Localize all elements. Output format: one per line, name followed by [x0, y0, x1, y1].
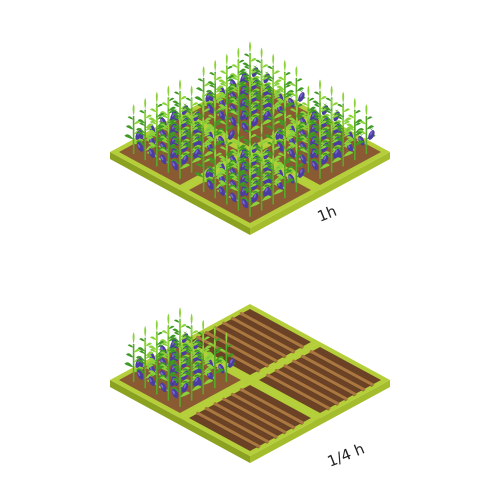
eggplant-plant — [146, 116, 166, 167]
eggplant-plant — [216, 154, 236, 205]
eggplant-plant — [252, 160, 272, 211]
eggplant-plant — [240, 166, 260, 217]
eggplant-plant — [322, 122, 342, 173]
eggplant-plant — [228, 160, 248, 211]
eggplant-plant — [158, 122, 178, 173]
eggplant-plant — [136, 338, 156, 389]
eggplant-plant — [158, 350, 178, 401]
eggplant-plant — [146, 344, 166, 395]
quarter-time-label: 1/4 h — [325, 440, 367, 471]
full-field-illustration — [110, 41, 390, 235]
eggplant-plant — [124, 104, 144, 154]
quarter-field-illustration — [110, 304, 390, 463]
eggplant-plant — [170, 128, 190, 179]
eggplant-plant — [194, 142, 214, 192]
eggplant-plant — [124, 332, 144, 382]
full-time-label: 1h — [315, 202, 339, 226]
eggplant-plant — [170, 356, 190, 407]
eggplant-plant — [274, 148, 294, 199]
eggplant-plant — [310, 128, 330, 179]
eggplant-plant — [216, 332, 236, 382]
eggplant-plant — [206, 148, 226, 199]
eggplant-plant — [136, 110, 156, 161]
empty-plot — [180, 380, 320, 463]
eggplant-plant — [298, 122, 318, 173]
